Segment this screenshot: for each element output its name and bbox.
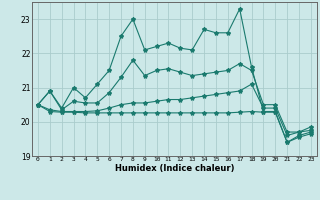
- X-axis label: Humidex (Indice chaleur): Humidex (Indice chaleur): [115, 164, 234, 173]
